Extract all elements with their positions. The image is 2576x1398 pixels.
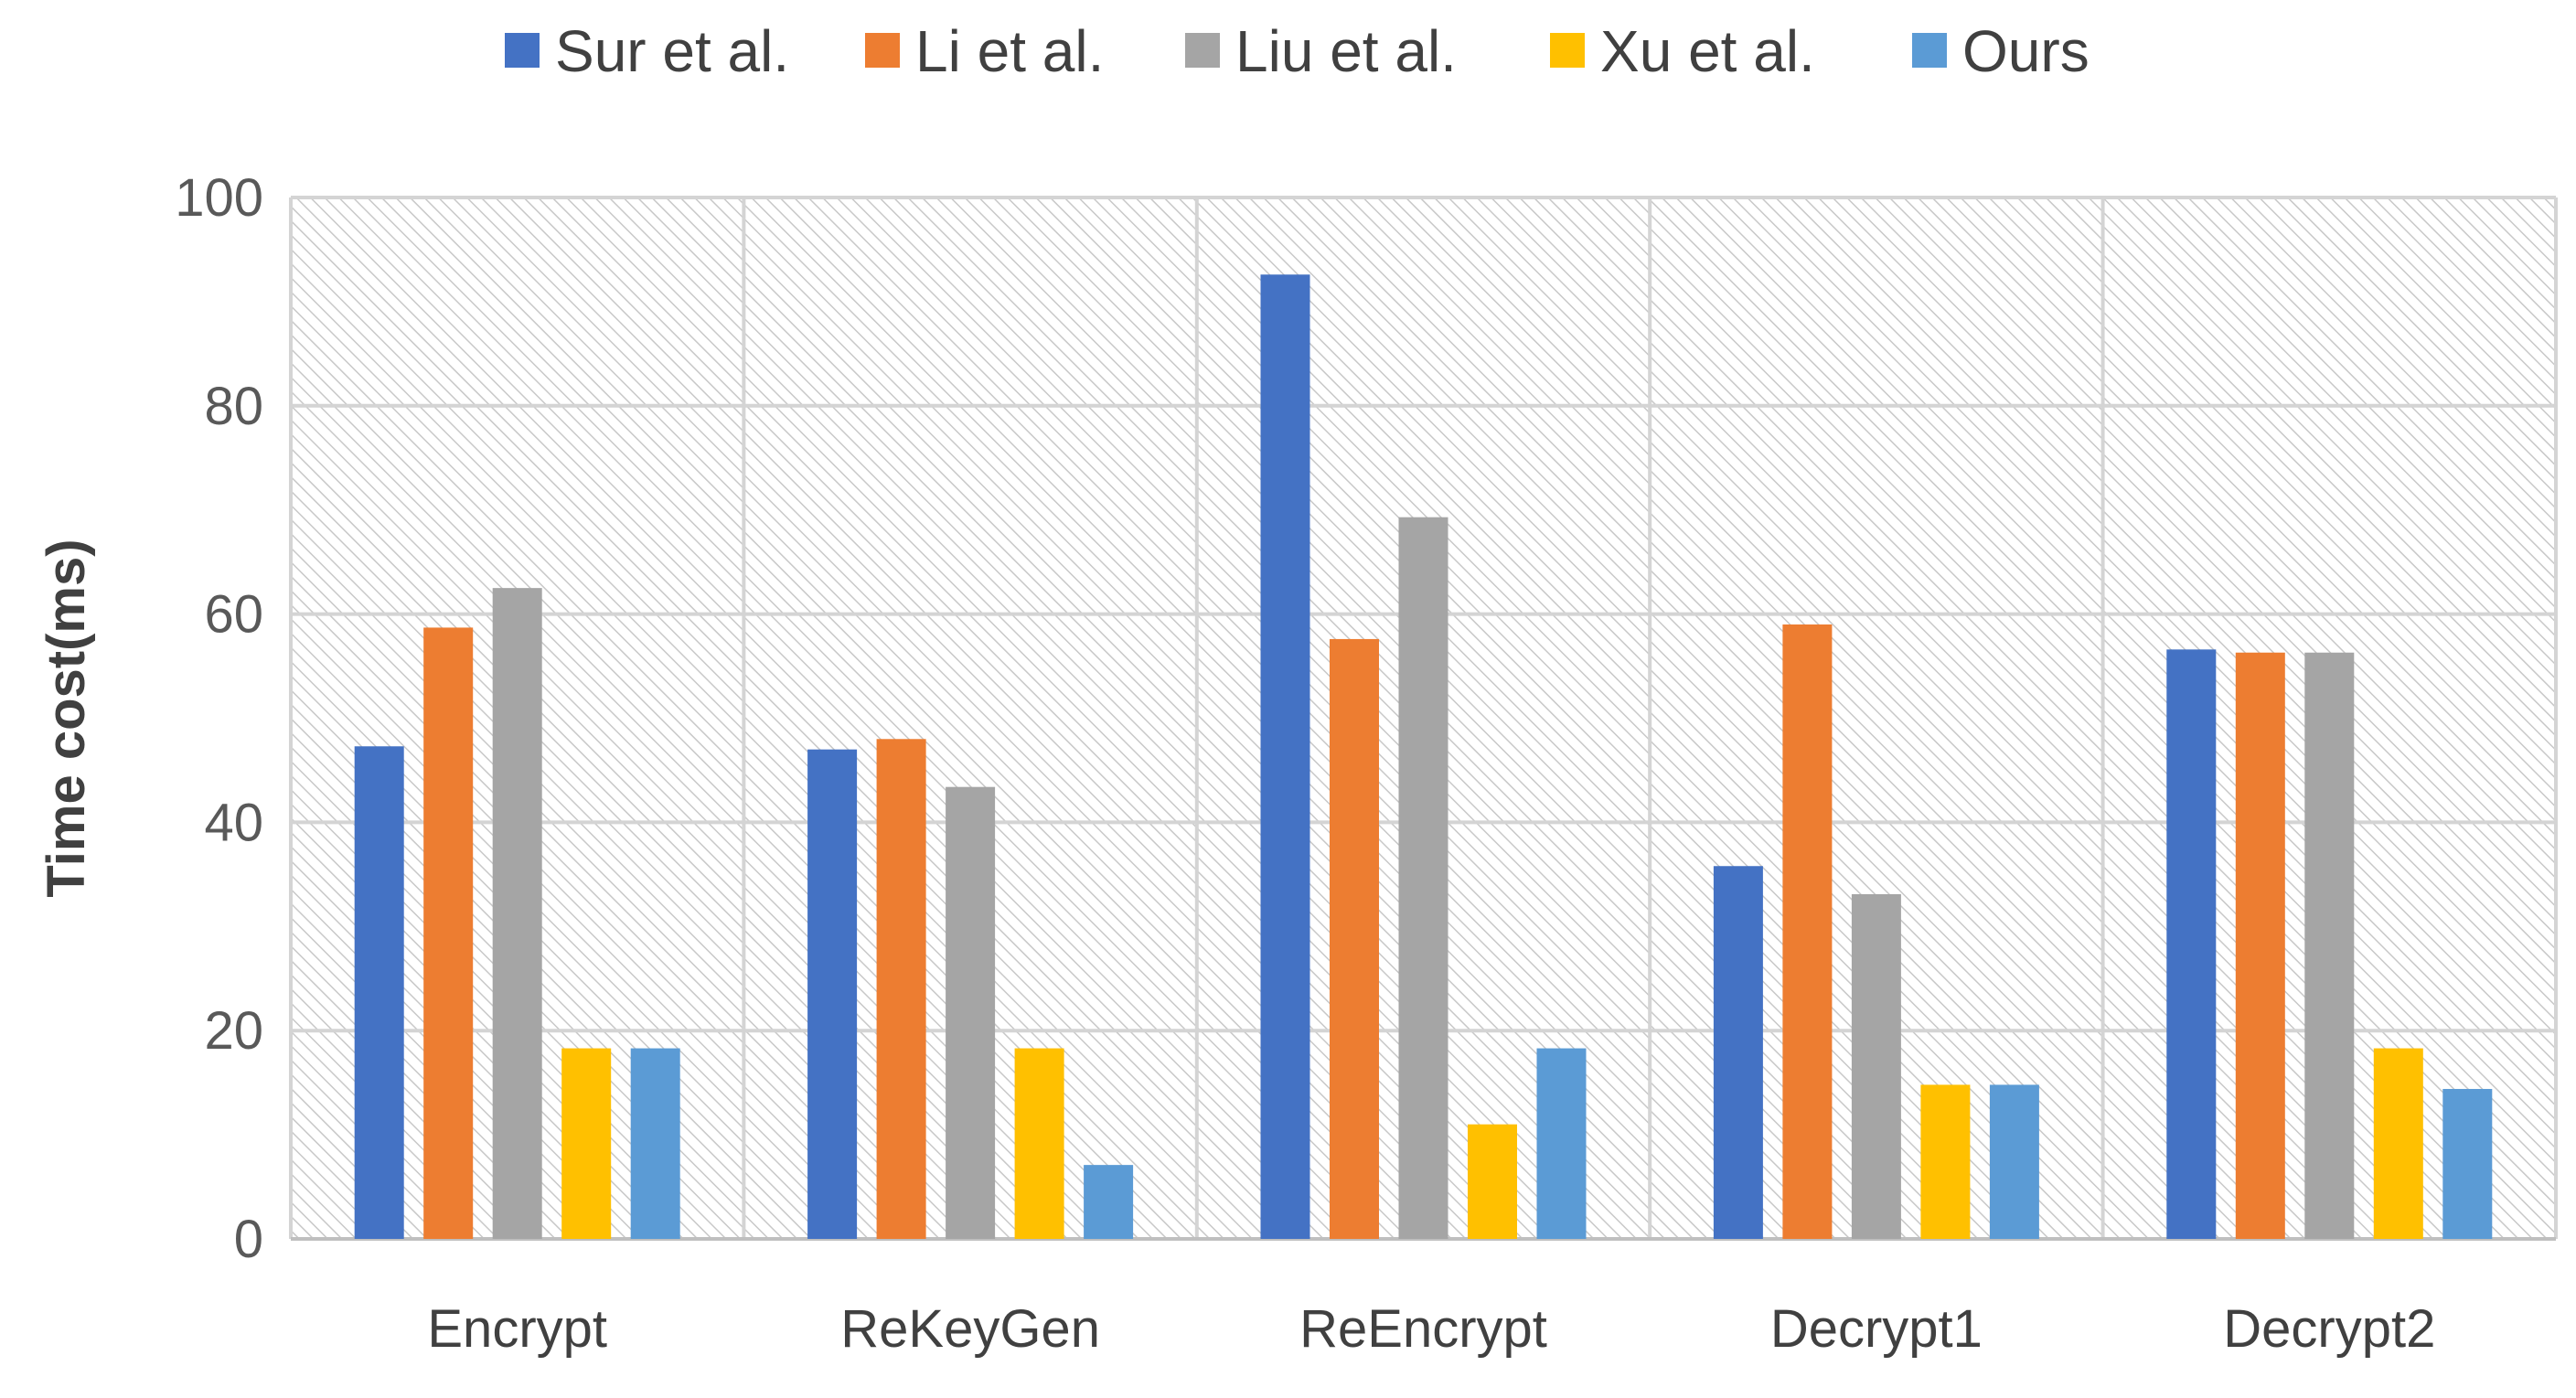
legend-label: Ours bbox=[1962, 18, 2090, 84]
bar-decrypt2-3 bbox=[2373, 1048, 2423, 1239]
legend-label: Liu et al. bbox=[1235, 18, 1457, 84]
legend-swatch bbox=[865, 33, 900, 68]
legend: Sur et al. Li et al. Liu et al. Xu et al. Ou… bbox=[505, 18, 2090, 84]
y-tick-label: 80 bbox=[204, 377, 263, 436]
legend-swatch bbox=[1550, 33, 1585, 68]
x-category-label: ReEncrypt bbox=[1299, 1299, 1547, 1359]
legend-swatch bbox=[505, 33, 540, 68]
x-category-label: Encrypt bbox=[427, 1299, 607, 1359]
legend-swatch bbox=[1912, 33, 1947, 68]
bar-decrypt1-0 bbox=[1713, 866, 1763, 1239]
bar-rekeygen-0 bbox=[807, 749, 858, 1239]
bar-rekeygen-1 bbox=[876, 739, 926, 1239]
y-tick-label: 100 bbox=[175, 168, 263, 228]
bar-rekeygen-3 bbox=[1014, 1048, 1064, 1239]
x-category-label: Decrypt2 bbox=[2223, 1299, 2435, 1359]
bar-decrypt1-3 bbox=[1920, 1084, 1971, 1239]
bar-encrypt-1 bbox=[423, 627, 474, 1239]
bar-rekeygen-4 bbox=[1084, 1165, 1134, 1239]
bar-reencrypt-2 bbox=[1398, 517, 1448, 1239]
y-tick-label: 0 bbox=[234, 1210, 263, 1269]
legend-label: Sur et al. bbox=[555, 18, 789, 84]
x-category-label: ReKeyGen bbox=[840, 1299, 1100, 1359]
legend-swatch bbox=[1185, 33, 1220, 68]
bar-reencrypt-0 bbox=[1260, 274, 1310, 1239]
bar-decrypt1-2 bbox=[1851, 893, 1901, 1239]
y-tick-label: 20 bbox=[204, 1001, 263, 1061]
bar-reencrypt-3 bbox=[1468, 1124, 1517, 1239]
bars bbox=[354, 274, 2493, 1239]
bar-encrypt-3 bbox=[561, 1048, 612, 1239]
x-category-label: Decrypt1 bbox=[1770, 1299, 1983, 1359]
y-tick-label: 60 bbox=[204, 585, 263, 645]
bar-decrypt2-4 bbox=[2442, 1088, 2493, 1239]
bar-encrypt-0 bbox=[354, 746, 404, 1239]
y-axis-label: Time cost(ms) bbox=[37, 539, 96, 897]
bar-encrypt-2 bbox=[492, 588, 542, 1239]
y-axis-ticks: 0 20 40 60 80 100 bbox=[175, 168, 263, 1269]
bar-decrypt2-1 bbox=[2235, 652, 2285, 1239]
bar-reencrypt-1 bbox=[1330, 638, 1379, 1239]
bar-rekeygen-2 bbox=[946, 786, 996, 1239]
legend-label: Xu et al. bbox=[1600, 18, 1815, 84]
x-axis-categories: Encrypt ReKeyGen ReEncrypt Decrypt1 Decrypt2 bbox=[427, 1299, 2435, 1359]
y-tick-label: 40 bbox=[204, 793, 263, 852]
bar-decrypt1-1 bbox=[1782, 624, 1833, 1239]
bar-decrypt1-4 bbox=[1989, 1084, 2039, 1239]
bar-decrypt2-2 bbox=[2304, 652, 2355, 1239]
bar-reencrypt-4 bbox=[1536, 1048, 1587, 1239]
bar-decrypt2-0 bbox=[2166, 649, 2217, 1239]
legend-label: Li et al. bbox=[915, 18, 1104, 84]
bar-encrypt-4 bbox=[630, 1048, 680, 1239]
